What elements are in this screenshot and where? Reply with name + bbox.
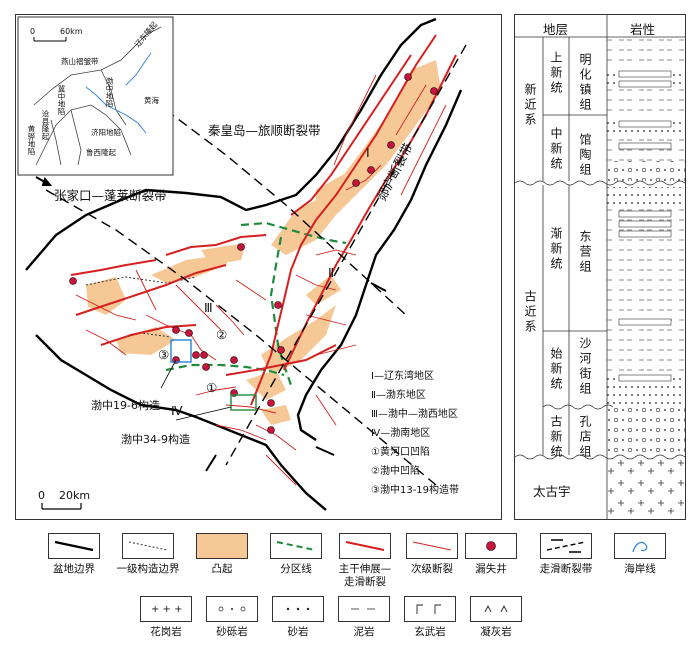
formation-kongdian: 孔店组: [578, 415, 592, 460]
main-faults: [70, 34, 457, 406]
map-panel: 0 60km 燕山褶皱带 辽东隆起 渤中地陷 黄海 济阳地陷 鲁西隆起 冀中地陷…: [15, 14, 502, 520]
inset-region-label: 沧县隆起: [41, 110, 50, 140]
legend-strike-slip: 走滑断裂带: [530, 533, 602, 576]
structure-34-9-box: [230, 394, 257, 411]
map-canvas: [17, 16, 467, 511]
formation-dongying: 东营组: [578, 230, 592, 275]
inset-region-label: 黄骅地陷: [27, 125, 36, 155]
series-oligocene: 渐新统: [549, 227, 563, 272]
leader-lines: [160, 359, 232, 421]
series-upper-neogene: 上新统: [549, 51, 563, 96]
region-numeral-2: Ⅱ: [328, 265, 335, 280]
series-eocene: 始新统: [549, 347, 563, 392]
legend-tuff: 凝灰岩: [460, 596, 532, 639]
legend-conglomerate: 砂砾岩: [196, 596, 268, 639]
inset-region-label: 鲁西隆起: [86, 148, 116, 157]
inset-scale-zero: 0: [30, 27, 36, 36]
map-scale-bar: [41, 503, 82, 510]
area-numeral-2: ②: [216, 327, 228, 342]
inset-coast: [85, 52, 152, 134]
formation-guantao: 馆陶组: [578, 133, 592, 178]
region-numeral-4: Ⅳ: [171, 403, 183, 418]
secondary-faults: [75, 74, 447, 486]
inset-region-label: 黄海: [144, 96, 159, 105]
area-legend-item: Ⅲ—渤中—渤西地区: [371, 409, 458, 420]
formation-minghuazhen: 明化镇组: [578, 53, 592, 113]
inset-region-label: 济阳地陷: [91, 128, 121, 137]
inset-region-label: 冀中地陷: [57, 85, 66, 115]
fault-label-qinhuangdao: 秦皇岛—旅顺断裂带: [208, 123, 321, 138]
legend-granite: + + + 花岗岩: [130, 596, 202, 639]
legend-leak-well: 漏失井: [455, 533, 527, 576]
area-legend-item: ②渤中凹陷: [371, 466, 420, 477]
basin-boundary: [25, 17, 463, 511]
inset-region-label: 渤中地陷: [105, 77, 114, 107]
formation-shahejie: 沙河街组: [578, 337, 592, 397]
legend-basalt: 玄武岩: [394, 596, 466, 639]
legend-mudstone: 泥岩: [328, 596, 400, 639]
region-numeral-1: Ⅰ: [366, 145, 370, 160]
legend-zone-line: 分区线: [260, 533, 332, 576]
strat-column: 地层 岩性 新近系 古近系 上新统 中新统 渐新统 始新统 古新统 明化镇组 馆…: [514, 14, 686, 520]
scale-end: 20km: [59, 489, 91, 502]
system-archean: 太古宇: [533, 484, 571, 499]
area-numeral-1: ①: [206, 380, 218, 395]
legend-main-fault: 主干伸展—走滑断裂: [322, 533, 408, 589]
area-legend-item: Ⅳ—渤南地区: [371, 428, 431, 439]
legend-coastline: 海岸线: [604, 533, 676, 576]
strat-grid: [515, 15, 685, 519]
inset-scale: [33, 37, 67, 42]
inset-lines: [33, 26, 162, 166]
series-mid-neogene: 中新统: [549, 127, 563, 172]
legend-first-order-boundary: 一级构造边界: [112, 533, 184, 576]
strat-header-lithology: 岩性: [630, 22, 656, 37]
strat-header-strata: 地层: [543, 22, 569, 37]
fault-label-zhangjiakou: 张家口—蓬莱断裂带: [54, 188, 167, 203]
system-paleogene: 古近系: [523, 290, 537, 335]
series-paleocene: 古新统: [549, 415, 563, 460]
structure-label-19-6: 渤中19-6构造: [91, 399, 160, 412]
area-numeral-3: ③: [158, 347, 170, 362]
legend-secondary-fault: 次级断裂: [396, 533, 468, 576]
structure-label-34-9: 渤中34-9构造: [121, 433, 190, 446]
system-neogene: 新近系: [523, 83, 537, 128]
legend-uplift: 凸起: [186, 533, 258, 576]
scale-zero: 0: [38, 489, 45, 502]
area-legend-item: Ⅱ—渤东地区: [371, 390, 426, 401]
inset-scale-end: 60km: [60, 27, 83, 36]
area-legend-item: ①黄河口凹陷: [371, 447, 430, 458]
inset-region-label: 燕山褶皱带: [61, 57, 99, 66]
legend-basin-boundary: 盆地边界: [38, 533, 110, 576]
area-legend-item: Ⅰ—辽东湾地区: [371, 371, 434, 382]
legend-sandstone: 砂岩: [262, 596, 334, 639]
strike-slip-zones: [45, 44, 467, 486]
area-legend-item: ③渤中13-19构造带: [371, 485, 460, 496]
svg-text:+ + +: + + +: [151, 604, 183, 615]
region-numeral-3: Ⅲ: [204, 300, 213, 315]
structure-19-6-box: [170, 339, 192, 363]
